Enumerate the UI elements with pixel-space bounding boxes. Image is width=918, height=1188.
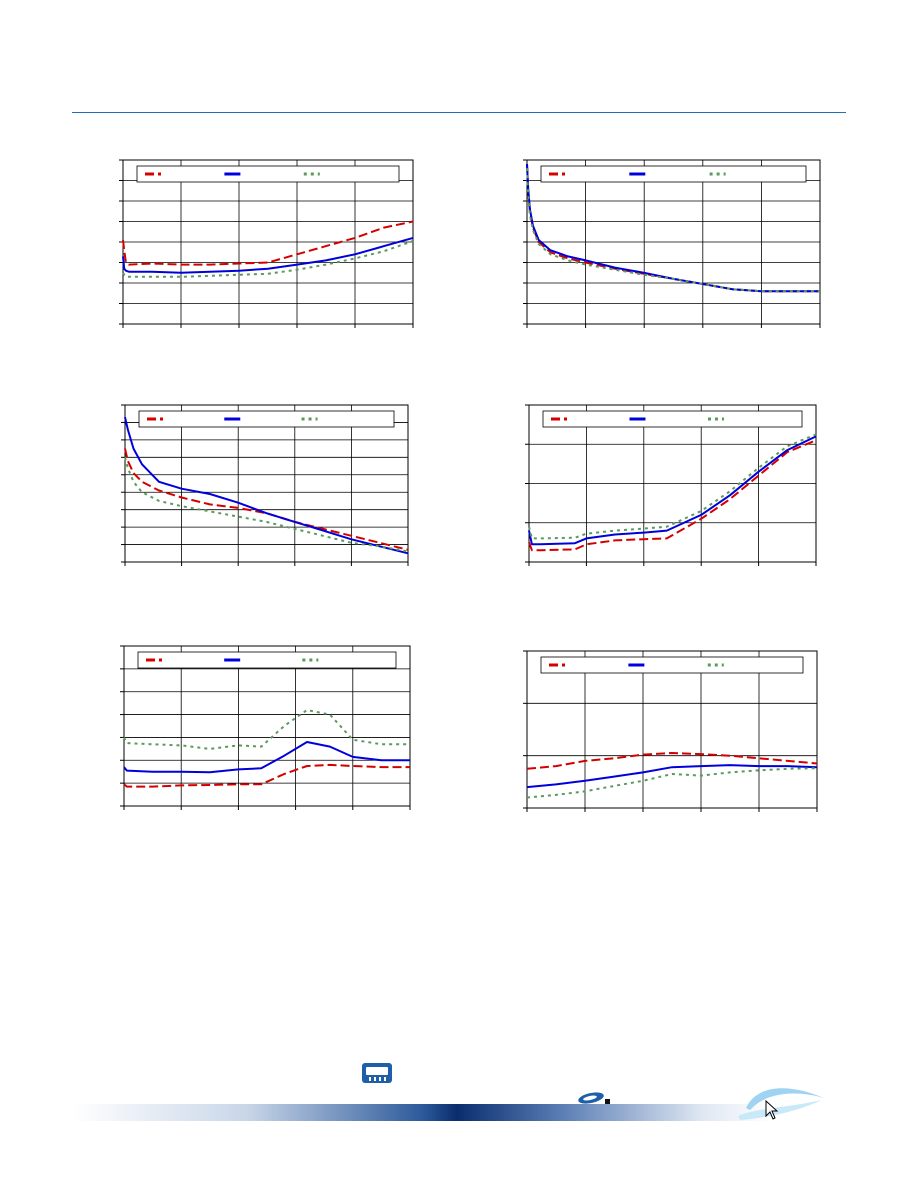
- series-line-1: [122, 220, 414, 266]
- series-line-1: [124, 448, 409, 551]
- series-line-3: [526, 168, 820, 293]
- swoosh-logo-icon: [738, 1088, 824, 1120]
- plot-frame: [124, 404, 409, 563]
- series-line-1: [526, 752, 818, 770]
- chart-1: [119, 159, 414, 328]
- series-line-2: [526, 164, 820, 293]
- chart-5: [120, 645, 411, 810]
- series-line-1: [526, 164, 820, 293]
- brand-mark-icon: [578, 1092, 610, 1104]
- series-line-2: [123, 741, 410, 774]
- legend-box: [136, 165, 400, 183]
- plot-frame: [526, 650, 818, 809]
- series-line-2: [122, 236, 414, 274]
- series-line-3: [124, 457, 409, 553]
- header-rule: [72, 112, 846, 113]
- chart-6: [523, 650, 818, 812]
- series-line-2: [526, 764, 818, 789]
- plot-frame: [528, 404, 817, 563]
- legend-box: [540, 165, 807, 183]
- legend-box: [542, 410, 803, 428]
- plot-frame: [123, 645, 411, 807]
- cursor-icon: [765, 1100, 779, 1120]
- series-line-2: [124, 416, 409, 555]
- footer-gradient-band: [72, 1104, 772, 1121]
- series-line-2: [528, 435, 817, 546]
- chart-2: [523, 159, 821, 328]
- series-line-3: [123, 709, 410, 750]
- legend-box: [540, 656, 804, 674]
- chart-4: [525, 404, 817, 566]
- series-line-1: [123, 763, 410, 788]
- legend-box: [138, 410, 395, 428]
- chart-3: [121, 404, 409, 566]
- chip-icon: [362, 1063, 392, 1083]
- legend-box: [137, 651, 397, 669]
- series-line-1: [528, 439, 817, 552]
- plot-frame: [526, 159, 821, 325]
- series-line-3: [526, 767, 818, 799]
